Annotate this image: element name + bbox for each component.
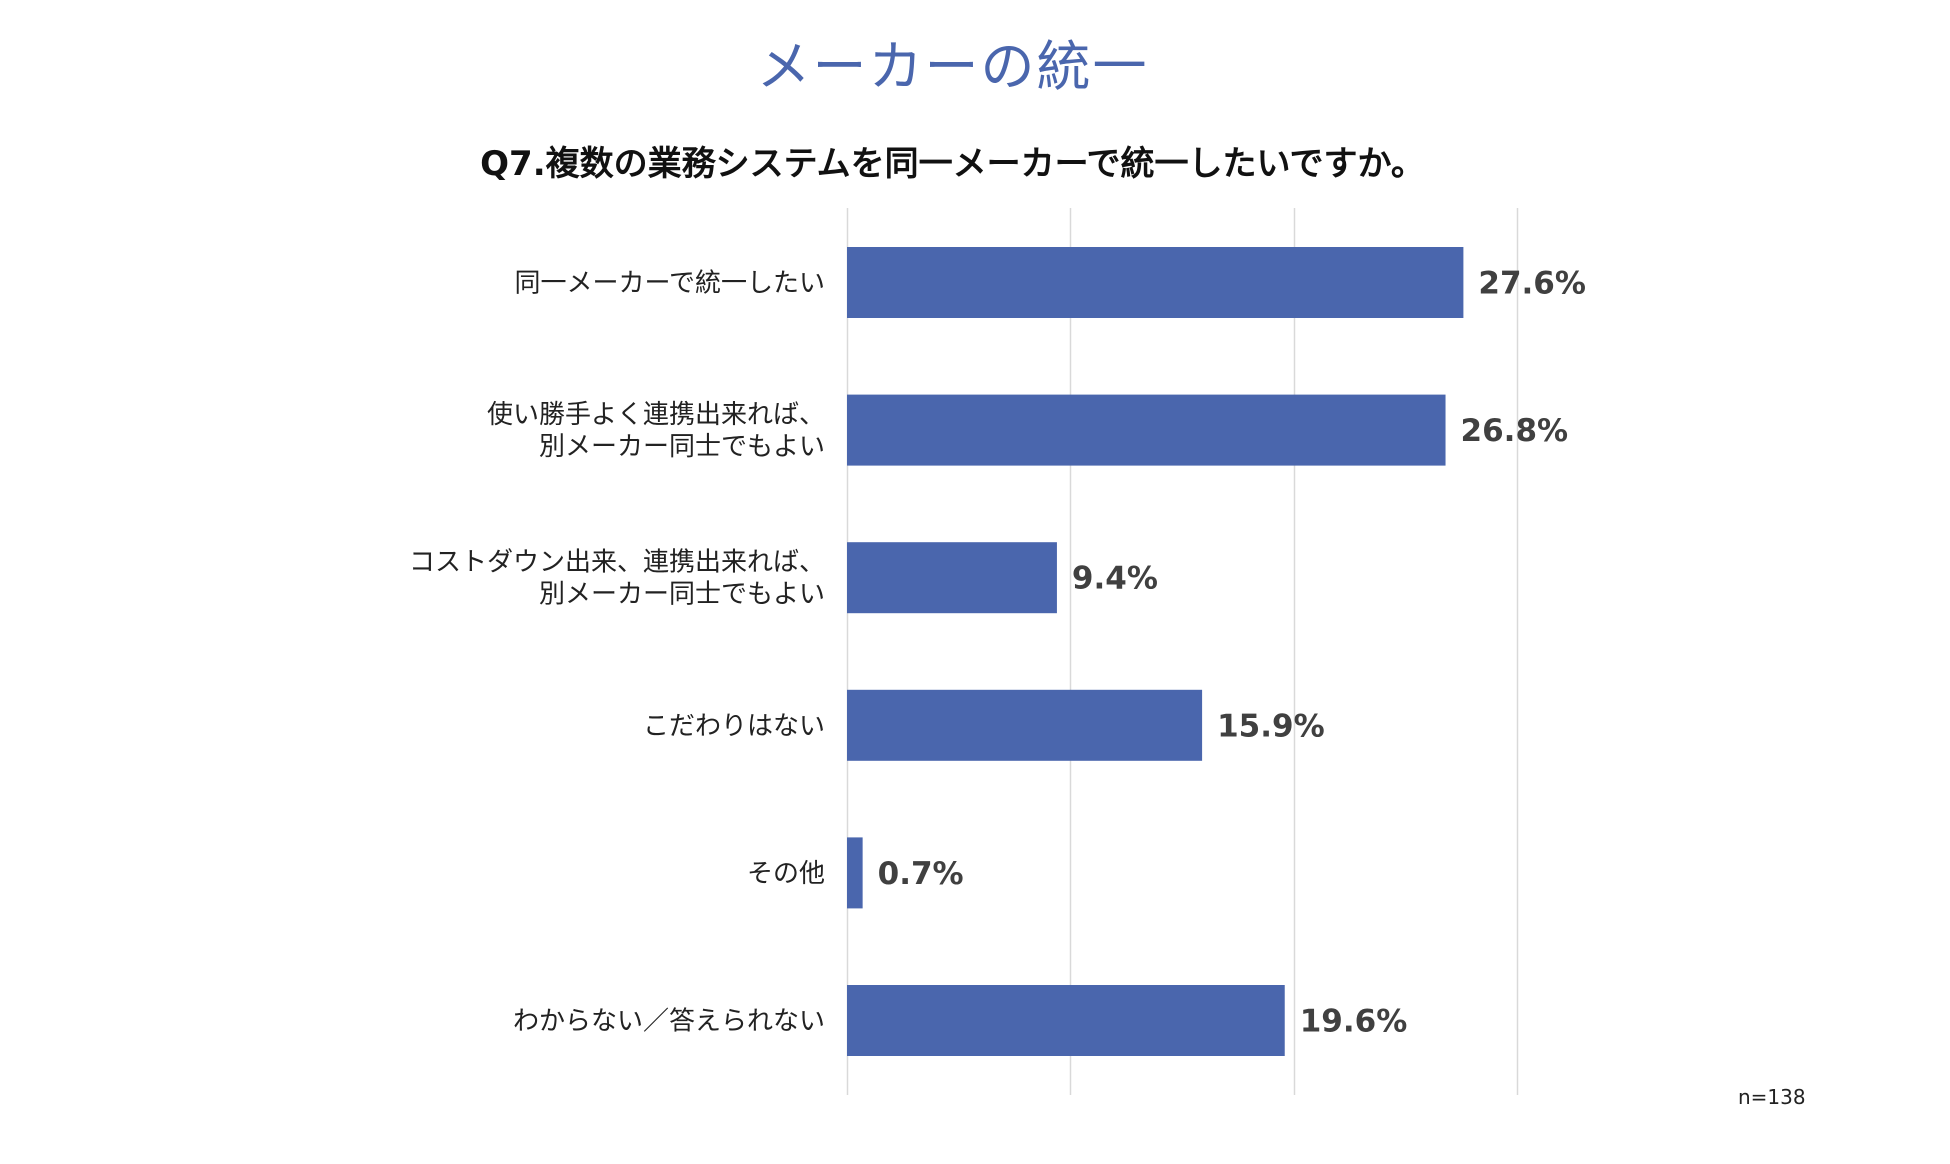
bar [847,542,1057,614]
category-label: 別メーカー同士でもよい [539,432,825,462]
value-label: 26.8% [1461,413,1569,449]
value-label: 19.6% [1300,1004,1408,1040]
category-label: 使い勝手よく連携出来れば、 [487,400,825,430]
value-label: 0.7% [878,856,964,892]
bars [847,247,1464,1056]
category-label: コストダウン出来、連携出来れば、 [409,548,825,578]
bar [847,247,1464,318]
bar [847,689,1203,761]
bar [847,985,1285,1056]
category-labels: 同一メーカーで統一したい使い勝手よく連携出来れば、別メーカー同士でもよいコストダ… [409,269,825,1037]
value-label: 9.4% [1072,561,1158,597]
category-label: わからない／答えられない [513,1007,825,1037]
page-title: メーカーの統一 [756,35,1149,98]
sample-size-note: n=138 [1738,1085,1806,1109]
value-labels: 27.6% 26.8% 9.4% 15.9% 0.7% 19.6% [878,266,1586,1040]
category-label: 別メーカー同士でもよい [539,580,825,610]
grid-lines [846,208,1519,1095]
chart-title: Q7.複数の業務システムを同一メーカーで統一したいですか。 [480,144,1425,184]
bar [847,837,863,909]
value-label: 27.6% [1478,266,1586,302]
bar [847,394,1446,466]
value-label: 15.9% [1217,708,1325,744]
category-label: こだわりはない [643,711,825,741]
category-label: 同一メーカーで統一したい [515,269,825,299]
category-label: その他 [747,859,825,889]
